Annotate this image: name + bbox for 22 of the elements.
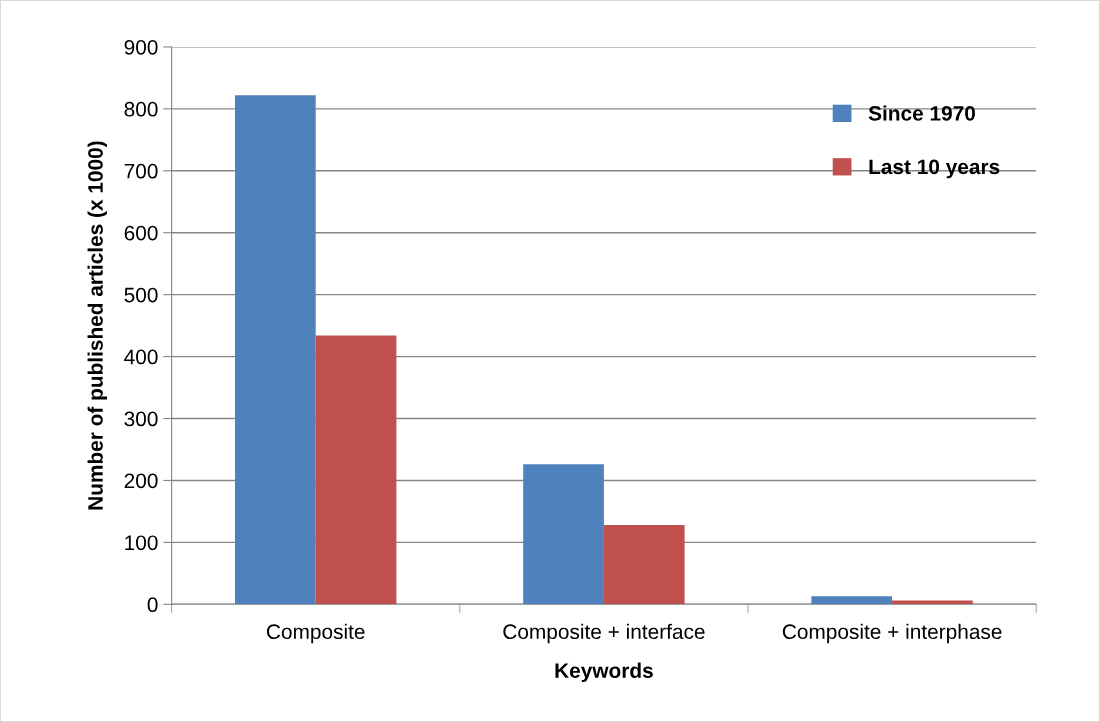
bar xyxy=(603,525,685,605)
x-tick-label: Composite + interface xyxy=(503,623,705,644)
y-tick-label: 800 xyxy=(124,101,158,117)
legend-label: Since 1970 xyxy=(868,105,975,121)
y-axis-title: Number of published articles (x 1000) xyxy=(87,141,107,510)
y-tick-label: 100 xyxy=(125,535,158,551)
bar xyxy=(235,95,316,605)
y-tick-label: 500 xyxy=(124,287,158,303)
x-tick-label: Composite + interphase xyxy=(782,623,1002,644)
bar xyxy=(523,464,604,605)
y-tick-label: 600 xyxy=(124,225,158,241)
y-tick-label: 900 xyxy=(124,39,158,55)
y-tick-label: 400 xyxy=(124,349,158,365)
y-tick-label: 700 xyxy=(124,163,158,179)
y-tick-label: 0 xyxy=(147,597,158,613)
y-tick-label: 300 xyxy=(124,411,158,427)
bar xyxy=(315,335,397,605)
bar xyxy=(811,596,893,605)
legend-label: Last 10 years xyxy=(869,159,1000,179)
x-axis-title: Keywords xyxy=(555,662,653,683)
x-tick-label: Composite xyxy=(266,623,365,644)
y-tick-label: 200 xyxy=(124,473,158,489)
